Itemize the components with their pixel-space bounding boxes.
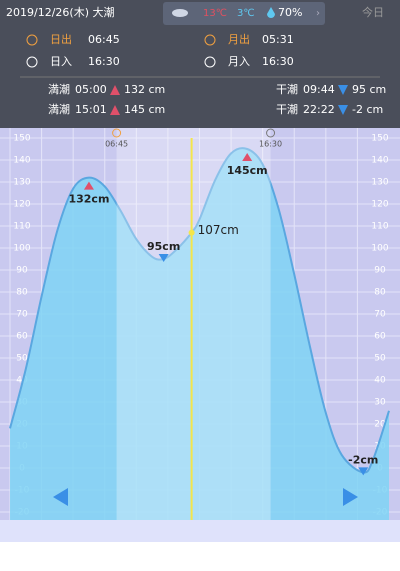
y-tick-label-right: 80 [374, 288, 386, 298]
next-day[interactable] [343, 488, 358, 506]
sunset-time: 16:30 [88, 55, 120, 68]
today-button[interactable]: 今日 [362, 5, 384, 19]
tide-icon [338, 85, 348, 95]
tide-marker-label: 145cm [227, 164, 268, 177]
tide-height: 132 cm [124, 83, 165, 96]
tide-marker-label: -2cm [348, 453, 378, 466]
tide-marker [83, 181, 94, 190]
y-tick-label: 70 [16, 310, 28, 320]
temp-low: 3℃ [237, 8, 255, 19]
tide-marker-label: 132cm [68, 193, 109, 206]
y-tick-label: 90 [16, 266, 28, 276]
tide-marker-label: 95cm [147, 240, 180, 253]
x-axis-bg [0, 520, 400, 542]
moonset-label: 月入 [228, 55, 250, 68]
sun-icon [112, 128, 122, 138]
y-tick-label: 140 [13, 156, 30, 166]
current-dot [188, 229, 195, 236]
tide-time: 22:22 [303, 103, 335, 116]
y-tick-label-right: 130 [371, 178, 388, 188]
tide-marker [158, 254, 169, 262]
tide-height: 95 cm [352, 83, 386, 96]
tide-icon [338, 105, 348, 115]
y-tick-label: 60 [16, 332, 28, 342]
tide-icon [110, 105, 120, 115]
tide-height: -2 cm [352, 103, 383, 116]
tide-marker [358, 467, 369, 476]
sunrise-time: 06:45 [88, 33, 120, 46]
moonset-icon [204, 56, 216, 68]
y-tick-label: 110 [13, 222, 30, 232]
tide-time: 05:00 [75, 83, 107, 96]
cloud-icon [172, 9, 188, 17]
y-tick-label: 50 [16, 354, 28, 364]
y-tick-label-right: 70 [374, 310, 386, 320]
sunset-icon [26, 56, 38, 68]
tide-label: 満潮 [48, 102, 70, 116]
y-tick-label-right: 40 [374, 376, 386, 386]
y-tick-label-right: 90 [374, 266, 386, 276]
sunrise-label: 日出 [50, 32, 72, 46]
y-tick-label-right: 110 [371, 222, 388, 232]
tide-time: 15:01 [75, 103, 107, 116]
y-tick-label: 80 [16, 288, 28, 298]
tide-label: 干潮 [276, 82, 298, 96]
tide-label: 干潮 [276, 102, 298, 116]
sunset-label: 日入 [50, 55, 72, 68]
y-tick-label-right: 50 [374, 354, 386, 364]
y-tick-label-right: 60 [374, 332, 386, 342]
y-tick-label-right: 120 [371, 200, 388, 210]
humidity: 70% [278, 6, 302, 19]
y-tick-label-right: 140 [371, 156, 388, 166]
weather-pill [163, 2, 325, 25]
tide-marker [242, 153, 253, 161]
sun-time: 06:45 [105, 140, 128, 149]
date: 2019/12/26(木) 大潮 [6, 5, 114, 19]
y-tick-label: 150 [13, 134, 30, 144]
y-tick-label-right: 30 [374, 398, 386, 408]
moonset-time: 16:30 [262, 55, 294, 68]
daylight-band [116, 128, 271, 520]
moonrise-time: 05:31 [262, 33, 294, 46]
y-tick-label-right: 150 [371, 134, 388, 144]
tide-area [10, 148, 389, 520]
y-tick-label: 120 [13, 200, 30, 210]
moonrise-icon [204, 34, 216, 46]
prev-day[interactable] [53, 488, 68, 506]
y-tick-label: 100 [13, 244, 30, 254]
sunrise-icon [26, 34, 38, 46]
tide-line [9, 147, 390, 474]
tide-height: 145 cm [124, 103, 165, 116]
sun-icon [266, 128, 276, 138]
drop-icon [267, 7, 275, 18]
tide-time: 09:44 [303, 83, 335, 96]
y-tick-label-right: 20 [374, 420, 386, 430]
temp-high: 13℃ [203, 8, 227, 19]
y-tick-label-right: 100 [371, 244, 388, 254]
y-tick-label: 130 [13, 178, 30, 188]
current-label: 107cm [198, 223, 239, 237]
chevron[interactable]: › [316, 8, 320, 19]
tide-label: 満潮 [48, 82, 70, 96]
moonrise-label: 月出 [228, 32, 250, 46]
tide-icon [110, 85, 120, 95]
sun-time: 16:30 [259, 140, 282, 149]
